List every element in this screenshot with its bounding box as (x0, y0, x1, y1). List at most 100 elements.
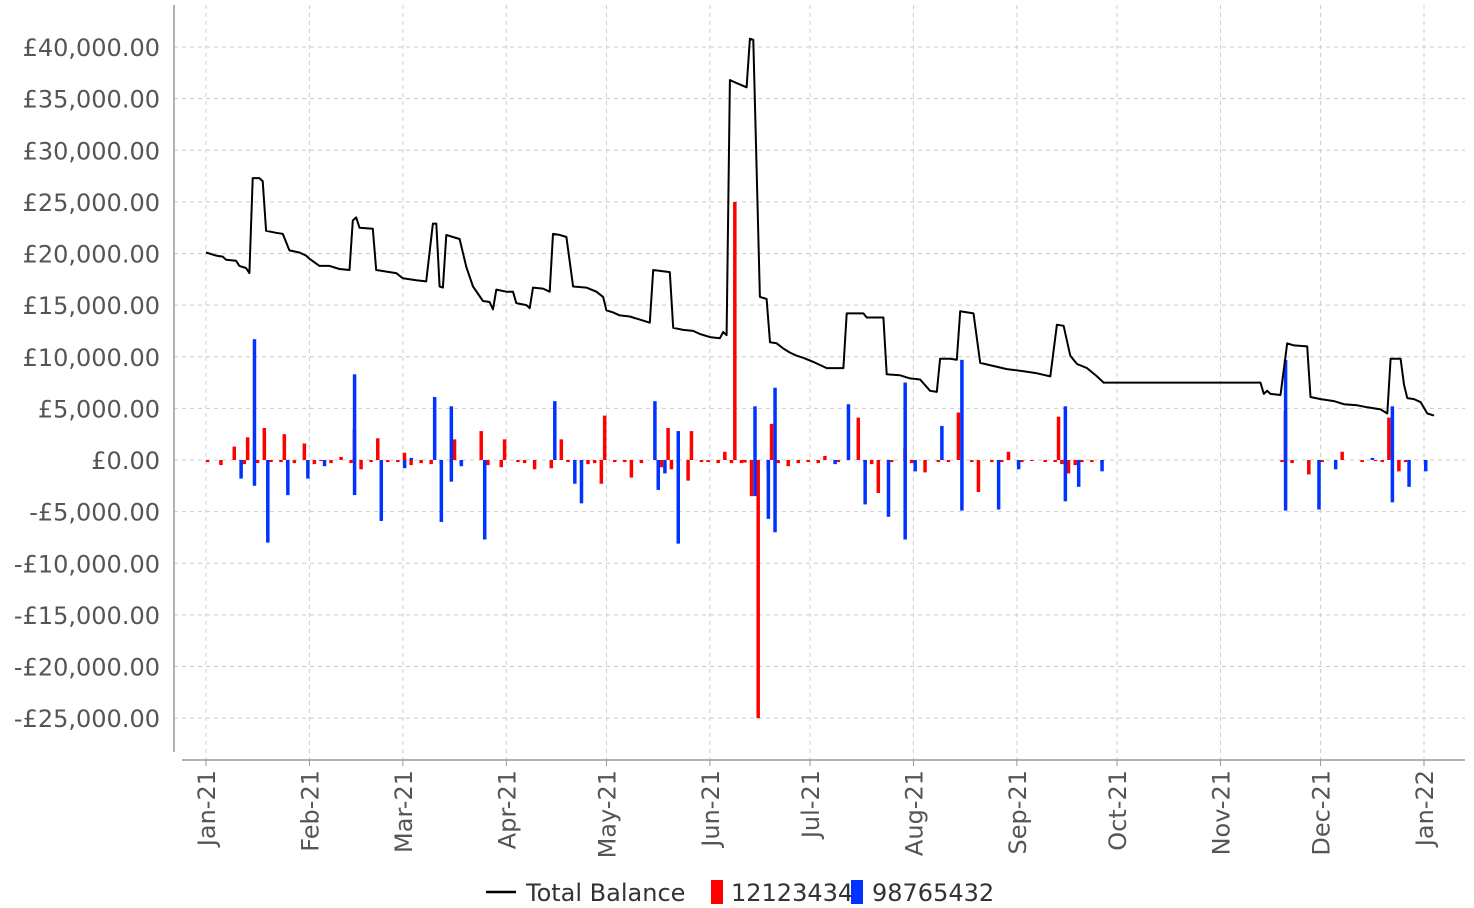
bar-98765432 (886, 460, 891, 517)
bar-12123434 (769, 423, 774, 460)
bar-12123434 (502, 439, 507, 460)
bar-98765432 (379, 460, 384, 521)
bar-98765432 (252, 339, 257, 460)
bar-12123434 (516, 460, 520, 463)
bar-98765432 (960, 460, 964, 511)
bar-12123434 (1056, 416, 1061, 460)
bar-12123434 (376, 438, 380, 460)
axes: £40,000.00 £35,000.00 £30,000.00 £25,000.00… (14, 5, 1465, 858)
bar-98765432 (1333, 460, 1338, 470)
bar-12123434 (219, 460, 223, 466)
bar-12123434 (806, 460, 810, 463)
x-tick-label: Aug-21 (900, 770, 928, 856)
bar-12123434 (1380, 460, 1384, 463)
bar-12123434 (1090, 460, 1094, 463)
bar-12123434 (339, 456, 343, 460)
bar-12123434 (396, 460, 400, 463)
bar-12123434 (1280, 460, 1284, 463)
bar-98765432 (676, 431, 681, 460)
bar-12123434 (559, 439, 564, 460)
bar-12123434 (566, 460, 570, 463)
bar-12123434 (1000, 460, 1004, 463)
bar-98765432 (833, 460, 837, 465)
bar-98765432 (286, 460, 290, 496)
y-tick-label: £0.00 (91, 447, 160, 475)
bar-12123434 (429, 460, 433, 465)
bar-12123434 (302, 443, 307, 460)
bar-98765432 (1317, 460, 1321, 510)
bar-98765432 (322, 460, 327, 467)
bar-98765432 (656, 460, 660, 490)
bar-12123434 (836, 460, 841, 463)
bar-12123434 (232, 446, 237, 460)
bar-98765432 (1390, 460, 1395, 503)
bar-12123434 (686, 460, 690, 481)
x-tick-label: Oct-21 (1104, 770, 1132, 851)
bar-98765432 (432, 397, 437, 460)
x-tick-label: Jan-22 (1411, 770, 1439, 848)
bar-98765432 (863, 460, 867, 505)
bar-12123434 (359, 460, 363, 470)
bar-12123434 (739, 460, 744, 464)
bar-12123434 (786, 460, 790, 467)
bar-98765432 (1016, 460, 1021, 470)
bar-98765432 (239, 460, 243, 479)
bar-12123434 (946, 460, 951, 463)
y-tick-label: £40,000.00 (23, 34, 160, 62)
bar-12123434 (936, 460, 941, 463)
bar-12123434 (749, 460, 754, 497)
bar-98765432 (663, 460, 667, 474)
bar-12123434 (733, 201, 737, 460)
bar-98765432 (960, 359, 964, 460)
bar-12123434 (1307, 460, 1311, 475)
bar-12123434 (612, 460, 617, 463)
y-tick-label: -£10,000.00 (14, 550, 160, 578)
bar-12123434 (592, 460, 597, 464)
bar-12123434 (869, 460, 874, 465)
bar-98765432 (579, 460, 584, 504)
bar-12123434 (402, 452, 407, 460)
bar-12123434 (970, 460, 974, 463)
bar-12123434 (1060, 460, 1064, 465)
bar-98765432 (449, 460, 454, 482)
bar-12123434 (689, 431, 694, 460)
bar-98765432 (266, 460, 270, 543)
bar-98765432 (753, 406, 757, 460)
bar-98765432 (573, 460, 577, 484)
bar-98765432 (753, 460, 757, 497)
bars (205, 201, 1428, 719)
bar-98765432 (773, 387, 777, 460)
bar-98765432 (996, 460, 1001, 510)
bar-12123434 (262, 427, 267, 460)
bar-98765432 (1063, 460, 1068, 502)
bar-98765432 (1283, 359, 1288, 460)
x-tick-label: Dec-21 (1308, 770, 1336, 856)
bar-12123434 (669, 460, 674, 470)
bar-12123434 (282, 434, 287, 460)
y-tick-label: £15,000.00 (23, 292, 160, 320)
bar-98765432 (676, 460, 681, 544)
legend-label-total-balance: Total Balance (525, 879, 685, 907)
bar-12123434 (245, 437, 250, 460)
bar-12123434 (452, 439, 457, 460)
bar-12123434 (659, 460, 664, 468)
bar-98765432 (903, 460, 907, 540)
bar-12123434 (499, 460, 503, 468)
bar-12123434 (1340, 451, 1344, 460)
bar-98765432 (1283, 460, 1288, 511)
bar-98765432 (913, 460, 917, 472)
balance-line-group (205, 37, 1435, 417)
bar-12123434 (549, 460, 554, 469)
bar-98765432 (1407, 460, 1411, 487)
bar-98765432 (553, 401, 557, 460)
bar-98765432 (402, 460, 407, 469)
bar-12123434 (776, 460, 780, 464)
bar-12123434 (976, 460, 981, 493)
bar-12123434 (723, 451, 727, 460)
bar-98765432 (459, 460, 464, 467)
bar-12123434 (1073, 460, 1077, 466)
bar-12123434 (956, 412, 961, 460)
bar-12123434 (1397, 460, 1401, 472)
bar-12123434 (1053, 460, 1057, 463)
